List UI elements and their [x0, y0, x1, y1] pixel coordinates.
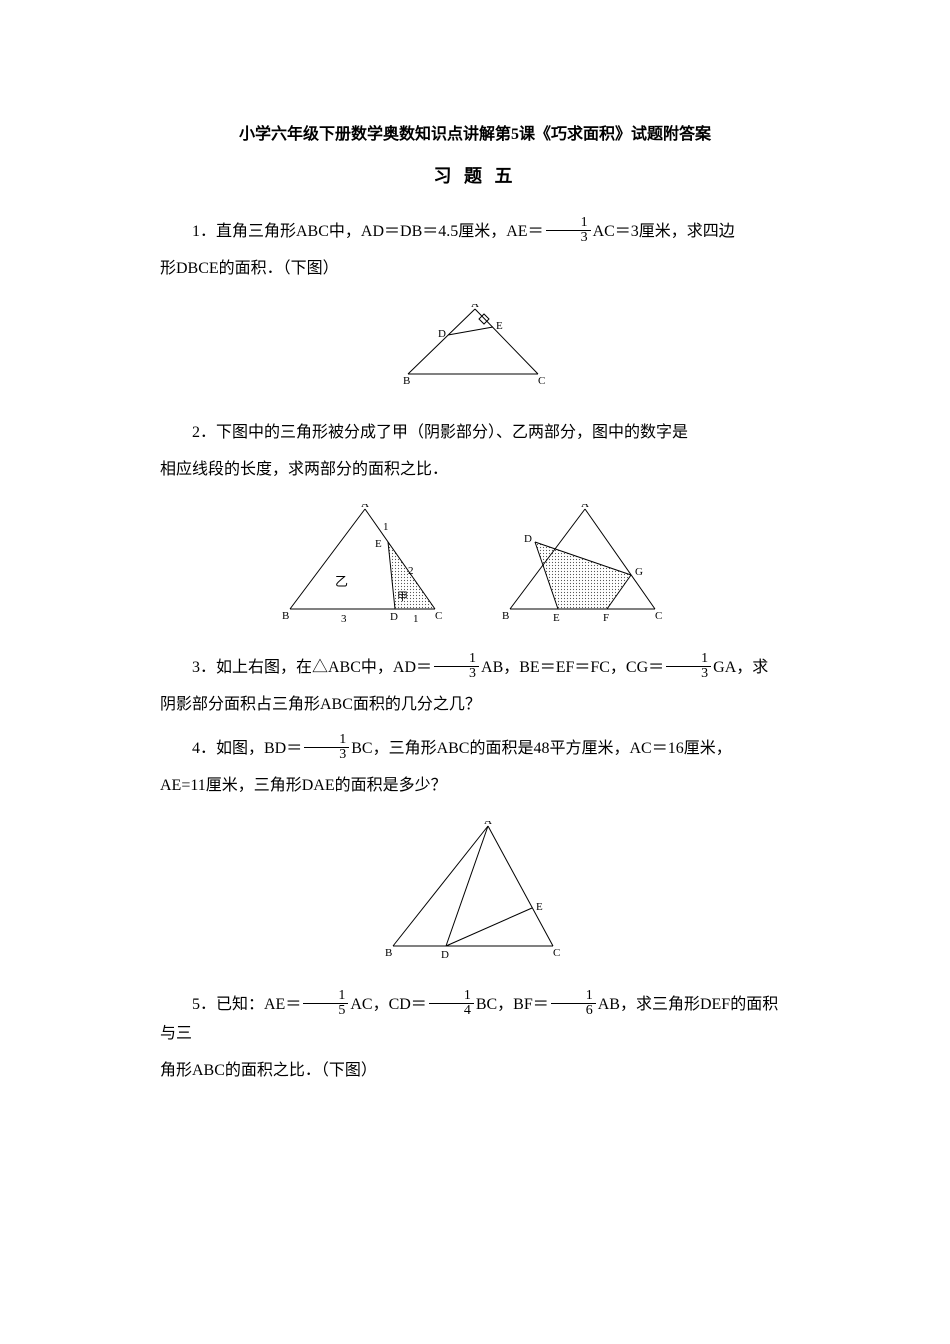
q5-frac3: 16 [551, 989, 596, 1018]
svg-text:2: 2 [408, 565, 414, 577]
svg-text:G: G [635, 566, 643, 578]
page-subtitle: 习 题 五 [160, 162, 790, 188]
svg-text:A: A [581, 504, 589, 510]
figure-2b: A B C D E F G [500, 504, 670, 629]
svg-text:C: C [655, 610, 662, 622]
svg-text:B: B [502, 610, 509, 622]
svg-text:乙: 乙 [335, 574, 348, 589]
question-2: 2．下图中的三角形被分成了甲（阴影部分）、乙两部分，图中的数字是 [160, 419, 790, 448]
question-4: 4．如图，BD＝13BC，三角形ABC的面积是48平方厘米，AC＝16厘米， [160, 735, 790, 764]
figure-1: A B C D E [160, 304, 790, 394]
svg-text:C: C [553, 947, 560, 959]
svg-text:A: A [484, 821, 492, 827]
question-1-cont: 形DBCE的面积．（下图） [160, 255, 790, 284]
svg-text:E: E [375, 538, 382, 550]
svg-text:1: 1 [413, 613, 419, 625]
q5-frac1: 15 [303, 989, 348, 1018]
question-3-cont: 阴影部分面积占三角形ABC面积的几分之几？ [160, 691, 790, 720]
figure-4: A B C D E [160, 821, 790, 966]
svg-text:3: 3 [341, 613, 347, 625]
svg-text:B: B [282, 610, 289, 622]
svg-text:1: 1 [383, 521, 389, 533]
q1-prefix: 1．直角三角形ABC中，AD＝DB＝4.5厘米，AE＝ [192, 223, 544, 240]
svg-text:E: E [553, 612, 560, 624]
svg-text:B: B [403, 375, 410, 387]
svg-text:E: E [536, 901, 543, 913]
svg-text:甲: 甲 [397, 591, 408, 603]
svg-text:D: D [441, 949, 449, 961]
q3-frac2: 13 [666, 652, 711, 681]
q3-frac1: 13 [434, 652, 479, 681]
svg-text:D: D [438, 328, 446, 340]
svg-text:C: C [435, 610, 442, 622]
question-5: 5．已知：AE＝15AC，CD＝14BC，BF＝16AB，求三角形DEF的面积与… [160, 991, 790, 1049]
page-title: 小学六年级下册数学奥数知识点讲解第5课《巧求面积》试题附答案 [160, 120, 790, 144]
svg-text:F: F [603, 612, 609, 624]
q5-frac2: 14 [429, 989, 474, 1018]
question-3: 3．如上右图，在△ABC中，AD＝13AB，BE＝EF＝FC，CG＝13GA，求 [160, 654, 790, 683]
q4-frac: 13 [304, 733, 349, 762]
svg-text:D: D [390, 611, 398, 623]
svg-text:C: C [538, 375, 545, 387]
svg-text:A: A [361, 504, 369, 510]
question-5-cont: 角形ABC的面积之比．（下图） [160, 1057, 790, 1086]
question-1: 1．直角三角形ABC中，AD＝DB＝4.5厘米，AE＝13AC＝3厘米，求四边 [160, 218, 790, 247]
figure-2a: A B C D E 1 2 乙 甲 3 1 [280, 504, 450, 629]
figure-2-pair: A B C D E 1 2 乙 甲 3 1 A B C D E F G [160, 504, 790, 629]
q1-frac: 13 [546, 216, 591, 245]
svg-text:E: E [496, 320, 503, 332]
question-2-cont: 相应线段的长度，求两部分的面积之比． [160, 456, 790, 485]
question-4-cont: AE=11厘米，三角形DAE的面积是多少？ [160, 772, 790, 801]
svg-text:B: B [385, 947, 392, 959]
svg-text:D: D [524, 533, 532, 545]
svg-text:A: A [471, 304, 479, 310]
q1-suffix: AC＝3厘米，求四边 [593, 223, 735, 240]
